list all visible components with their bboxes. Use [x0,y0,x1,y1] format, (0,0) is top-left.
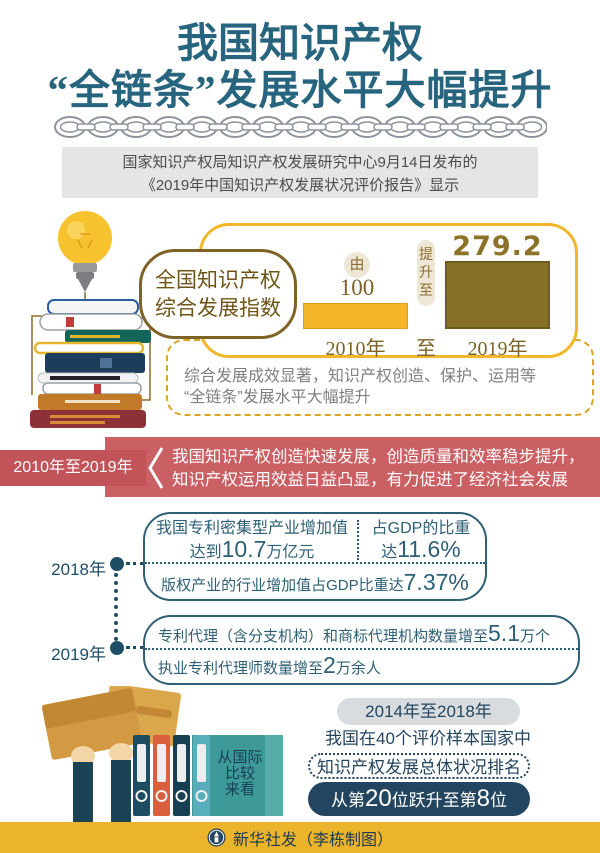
period-pill-2014-2018: 2014年至2018年 [337,698,520,725]
summary-note-text: 综合发展成效显著，知识产权创造、保护、运用等 “全链条”发展水平大幅提升 [184,366,586,408]
banner-line2: 知识产权运用效益日益凸显，有力促进了经济社会发展 [172,471,568,489]
credit-text: 新华社发（李栋制图） [232,831,393,849]
idea-books-illustration [30,211,151,428]
footer-bar: 新华社发（李栋制图） [0,822,600,853]
timeline-connector-line [114,573,118,641]
banner-box [105,437,600,497]
chain-icon [54,116,547,138]
timeline-dot-2019 [110,641,124,655]
stat-2019-divider-horizontal [145,648,578,650]
stat-box-2019 [143,615,580,685]
folders-hands-illustration [42,686,283,822]
from-value: 100 [339,275,375,300]
stat-2019-bottom: 执业专利代理师数量增至2万余人 [158,652,381,678]
stat-2018-bottom-value: 7.37% [403,569,469,595]
timeline-branch-2019 [126,646,144,649]
stat-2018-left-value: 10.7 [221,536,267,562]
year-label-2019: 2019年 [467,338,528,360]
title-line2: “全链条”发展水平大幅提升 [47,67,553,113]
stat-2019-top: 专利代理（含分支机构）和商标代理机构数量增至5.1万个 [158,620,551,646]
rank-from: 20 [364,785,392,812]
timeline-year-2019: 2019年 [51,645,106,664]
lightbulb-icon [58,211,112,292]
chevron-left-icon [148,447,164,489]
rise-word-badge: 提升至 [417,240,435,306]
stat-2018-right: 占GDP的比重 达11.6% [362,518,480,563]
year-connector: 至 [416,338,436,360]
ranking-jump-pill: 从第20位跃升至第8位 [308,782,530,816]
to-value: 279.2 [452,231,543,262]
year-label-2010: 2010年 [325,338,386,360]
period-ribbon: 2010年至2019年 [0,450,146,486]
banner-line1: 我国知识产权创造快速发展，创造质量和效率稳步提升， [172,448,585,466]
index-label-line1: 全国知识产权 [155,268,281,292]
bar-2010 [303,303,408,329]
source-line2: 《2019年中国知识产权发展状况评价报告》显示 [140,177,460,194]
books-stack [30,299,151,428]
compare-line3: 来看 [224,781,255,798]
compare-line2: 比较 [224,765,255,782]
timeline-dot-2018 [110,557,124,571]
stat-2018-divider-horizontal [145,562,485,564]
bar-2019 [445,261,550,329]
binder-icons [133,735,210,816]
summary-note-line2: “全链条”发展水平大幅提升 [184,389,371,406]
xinhua-logo-icon [207,828,226,847]
source-line1: 国家知识产权局知识产权发展研究中心9月14日发布的 [122,154,478,171]
banner-text: 我国知识产权创造快速发展，创造质量和效率稳步提升， 知识产权运用效益日益凸显，有… [172,446,596,492]
compare-line1: 从国际 [217,749,263,766]
stat-2018-right-value: 11.6% [397,536,461,562]
summary-note-line1: 综合发展成效显著，知识产权创造、保护、运用等 [184,368,537,385]
stat-2018-divider-vertical [357,520,359,560]
page-title: 我国知识产权 “全链条”发展水平大幅提升 [0,20,600,114]
rank-to: 8 [476,785,491,812]
timeline-branch-2018 [126,562,144,565]
timeline-year-2018: 2018年 [51,560,106,579]
stat-2018-left-line1: 我国专利密集型产业增加值 [155,520,348,537]
from-word-badge: 由 [344,252,370,278]
source-box: 国家知识产权局知识产权发展研究中心9月14日发布的 《2019年中国知识产权发展… [62,147,538,198]
stat-box-2018 [143,512,487,601]
index-label-bubble: 全国知识产权 综合发展指数 [139,249,297,339]
stat-2018-left-line2: 达到10.7万亿元 [189,536,315,562]
stat-2018-left: 我国专利密集型产业增加值 达到10.7万亿元 [152,518,352,563]
index-label-line2: 综合发展指数 [155,296,281,320]
ranking-label-pill: 知识产权发展总体状况排名 [308,753,530,779]
stat-2019-bottom-value: 2 [323,652,336,678]
compare-label: 从国际 比较 来看 [210,750,270,798]
folder-icons [42,686,182,760]
sample-countries-line: 我国在40个评价样本国家中 [325,729,531,748]
stat-2018-bottom: 版权产业的行业增加值占GDP比重达7.37% [161,569,469,595]
stat-2019-top-value: 5.1 [488,620,520,646]
hands [71,743,133,822]
stat-2018-right-line2: 达11.6% [381,536,461,562]
title-line1: 我国知识产权 [177,20,423,66]
stat-2018-right-line1: 占GDP的比重 [371,520,471,537]
